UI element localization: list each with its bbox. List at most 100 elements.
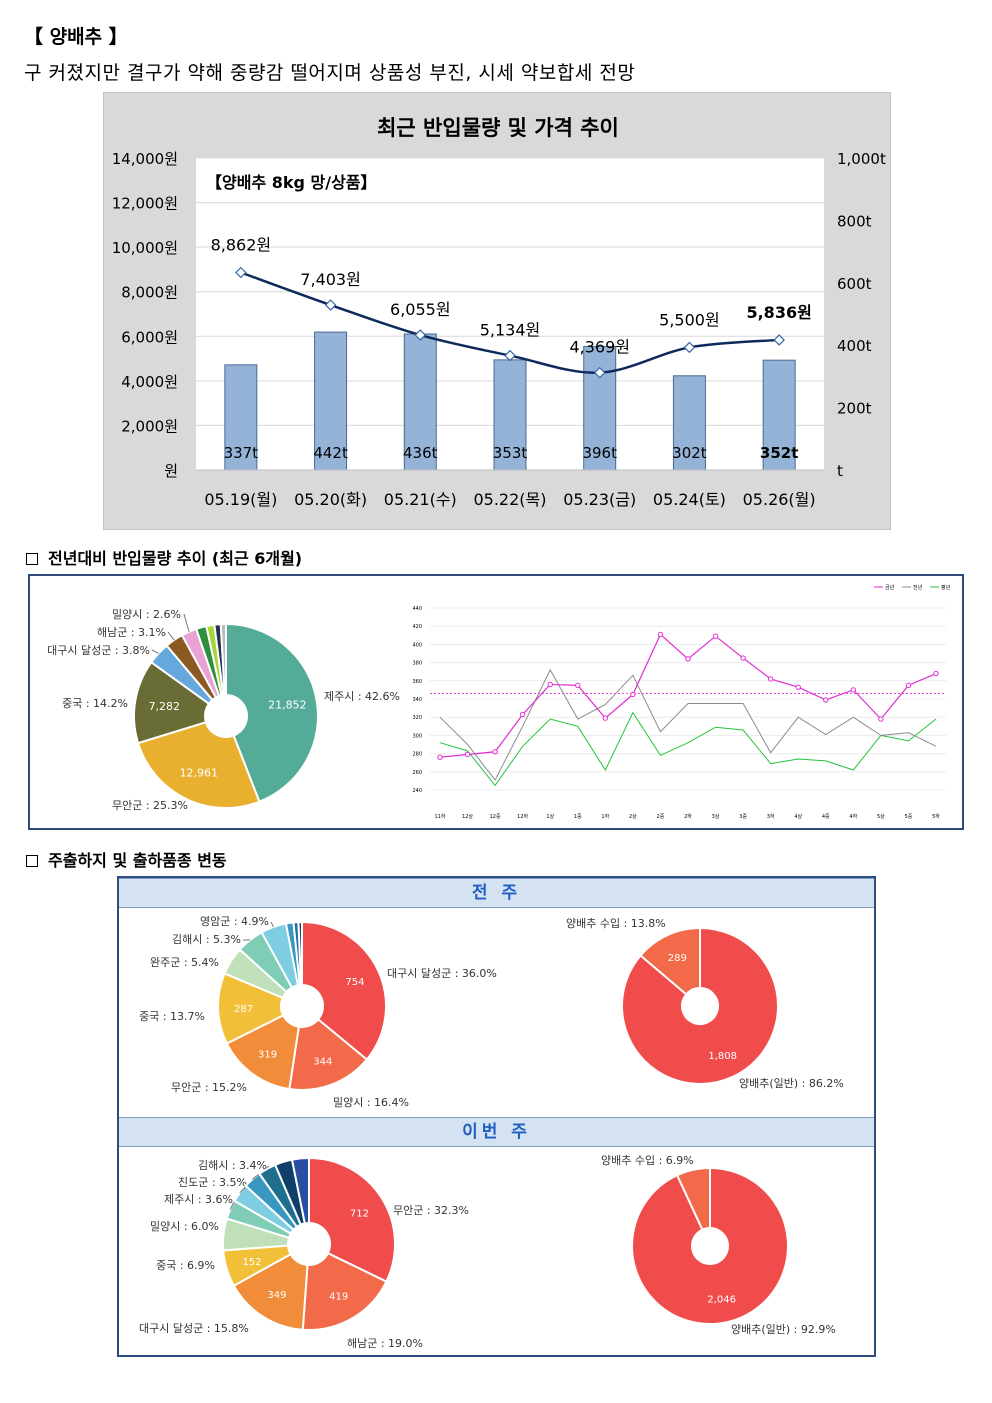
pie-slice	[232, 1252, 309, 1331]
x-axis-tick: 3상	[712, 813, 720, 820]
price-marker	[235, 266, 247, 279]
pie-leader-line	[151, 649, 159, 654]
pie-slice-label: 양배추(일반) : 86.2%	[739, 1076, 844, 1090]
volume-bar	[762, 359, 796, 471]
series-point	[933, 670, 939, 677]
left-axis-tick: 6,000원	[121, 328, 178, 346]
price-label: 5,134원	[480, 321, 541, 340]
x-axis-tick: 5중	[905, 814, 913, 820]
pie-slice	[225, 622, 319, 804]
pie-leader-line	[167, 631, 175, 641]
left-axis-tick: 14,000원	[112, 150, 178, 168]
series-line-0	[439, 633, 937, 758]
pie-slice-label: 양배추 수입 : 6.9%	[601, 1154, 694, 1167]
volume-bar	[314, 331, 348, 471]
price-marker	[593, 366, 606, 379]
right-axis-tick: 400t	[837, 337, 872, 355]
price-marker	[773, 334, 785, 346]
series-point	[878, 716, 884, 722]
chart-note: 【양배추 8kg 망/상품】	[206, 173, 377, 192]
pie-slice-value: 1,808	[708, 1051, 737, 1062]
volume-bar-label: 352t	[760, 444, 798, 462]
volume-bar-label: 353t	[493, 444, 528, 462]
pie-slice	[288, 1017, 369, 1091]
x-axis-tick: 2상	[629, 813, 637, 820]
series-point	[547, 681, 553, 688]
pie-slice-value: 12,961	[180, 766, 219, 779]
x-axis-tick: 4중	[822, 814, 830, 820]
right-axis-tick: 1,000t	[837, 150, 886, 168]
pie-slice-label: 대구시 달성군 : 36.0%	[387, 967, 497, 980]
volume-bar-label: 337t	[224, 444, 259, 462]
x-axis-tick: 3중	[739, 814, 747, 820]
volume-trend-panel: 21,852 제주시 : 42.6% 12,961 무안군 : 25.3% 7,282 중…	[28, 574, 964, 830]
section-title-volume: 전년대비 반입물량 추이 (최근 6개월)	[26, 545, 302, 569]
pie-slice	[133, 660, 211, 745]
week-prev-charts: 754 대구시 달성군 : 36.0% 344 밀양시 : 16.4% 319 무안군 :…	[139, 915, 844, 1109]
pie-slice-label: 밀양시 : 16.4%	[333, 1096, 409, 1109]
x-axis-tick: 05.21(수)	[384, 490, 457, 509]
x-axis-tick: 05.22(목)	[473, 490, 546, 509]
x-axis-tick: 05.19(월)	[204, 490, 277, 509]
y-axis-tick: 420	[412, 624, 422, 630]
series-point	[602, 715, 609, 721]
price-label: 6,055원	[390, 300, 451, 319]
pie-slice	[297, 920, 303, 987]
pie-slice-value: 21,852	[268, 698, 307, 711]
x-axis-tick: 5하	[932, 813, 940, 820]
price-label: 5,500원	[659, 310, 720, 329]
y-axis-tick: 360	[412, 679, 422, 685]
pie-leader-line	[183, 613, 190, 632]
series-point	[850, 687, 857, 693]
page-subtitle: 구 커졌지만 결구가 약해 중량감 떨어지며 상품성 부진, 시세 약보합세 전…	[24, 62, 636, 84]
pie-slice	[621, 926, 779, 1085]
left-axis-tick: 2,000원	[121, 417, 178, 435]
pie-slice	[675, 1166, 711, 1232]
pie-slice-value: 7,282	[149, 700, 181, 713]
x-axis-tick: 4상	[794, 813, 802, 820]
price-marker	[683, 341, 696, 354]
pie-slice-label: 영암군 : 4.9%	[200, 915, 269, 928]
pie-slice-value: 2,046	[707, 1295, 736, 1306]
week-this-band: 이번 주	[119, 1117, 874, 1147]
x-axis-tick: 4하	[849, 813, 857, 820]
pie-slice-value: 287	[234, 1004, 253, 1015]
pie-slice-label: 김해시 : 5.3%	[172, 932, 241, 946]
x-axis-tick: 2중	[657, 814, 665, 820]
pie-slice-label: 양배추(일반) : 92.9%	[731, 1322, 836, 1336]
x-axis-tick: 12상	[462, 813, 473, 820]
pie-slice-value: 152	[242, 1257, 261, 1268]
pie-slice-label: 중국 : 6.9%	[156, 1259, 215, 1272]
right-axis-tick: 600t	[837, 275, 872, 293]
pie-slice-label: 무안군 : 32.3%	[393, 1204, 469, 1217]
volume-bar-label: 396t	[582, 444, 617, 462]
legend-label: 금년	[885, 584, 895, 591]
pie-slice-value: 319	[258, 1049, 277, 1060]
series-point	[823, 697, 829, 703]
checkbox-square-icon	[26, 855, 38, 867]
legend-label: 전년	[913, 584, 923, 591]
price-label: 7,403원	[300, 270, 361, 289]
series-point	[630, 691, 636, 698]
y-axis-tick: 300	[412, 733, 422, 739]
volume-bar-label: 442t	[313, 444, 348, 462]
y-axis-tick: 380	[412, 661, 422, 667]
pie-slice-value: 419	[329, 1292, 348, 1303]
section-title-text: 주출하지 및 출하품종 변동	[48, 851, 227, 870]
price-volume-chart-svg: 최근 반입물량 및 가격 추이 【양배추 8kg 망/상품】 원 2,000원 4,00…	[112, 116, 886, 509]
pie-slice	[631, 1166, 789, 1325]
volume-bar-label: 302t	[672, 444, 707, 462]
volume-trend-svg: 21,852 제주시 : 42.6% 12,961 무안군 : 25.3% 7,282 중…	[47, 584, 951, 820]
pie-slice	[225, 1014, 300, 1091]
series-point	[905, 682, 912, 689]
series-point	[795, 684, 801, 690]
y-axis-tick: 260	[412, 770, 422, 776]
legend-label: 평년	[941, 584, 951, 591]
left-axis-tick: 4,000원	[121, 373, 178, 391]
left-axis-tick: 12,000원	[112, 195, 178, 213]
pie-leader-line	[270, 921, 274, 928]
pie-slice-label: 양배추 수입 : 13.8%	[566, 917, 666, 930]
x-axis-tick: 1중	[574, 814, 582, 820]
pie-slice-value: 349	[267, 1290, 286, 1301]
series-point	[657, 631, 664, 638]
